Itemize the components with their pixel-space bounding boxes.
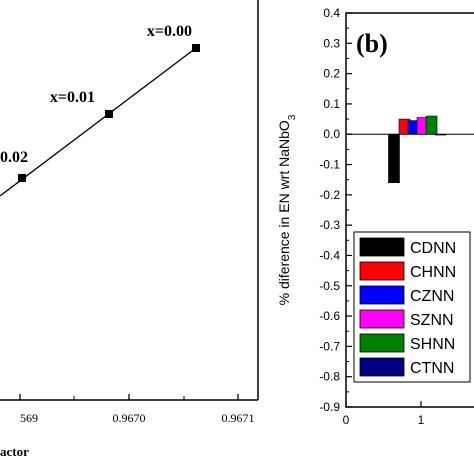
left-point-label: x=0.01 (50, 89, 95, 106)
right-y-tick-label: 0.3 (323, 36, 340, 50)
legend-label-ctnn: CTNN (410, 360, 454, 377)
legend-swatch-ctnn (359, 357, 405, 377)
legend-swatch-cdnn (359, 237, 405, 257)
legend-swatch-shnn (359, 333, 405, 353)
left-panel: 569 0.9670 0.9671 0.02 x=0.01 x=0.00 actor (0, 0, 259, 459)
right-y-tick-label: -0.4 (319, 248, 340, 262)
left-data-point (192, 44, 200, 52)
bar-ctnn (434, 133, 447, 136)
right-y-axis-label-sub: 3 (287, 114, 298, 120)
bar-shnn (425, 115, 438, 135)
legend-swatch-sznn (359, 309, 405, 329)
right-y-tick-label: -0.7 (319, 339, 340, 353)
left-point-label: 0.02 (0, 149, 28, 166)
right-y-tick-label: -0.3 (319, 218, 340, 232)
legend-box (353, 231, 471, 383)
legend: CDNN CHNN CZNN SZNN SHNN CTNN (353, 231, 471, 383)
right-y-tick-label: -0.1 (319, 158, 340, 172)
right-y-tick-label: 0.4 (323, 6, 340, 20)
right-y-tick-label: -0.5 (319, 279, 340, 293)
right-x-tick-label: 1 (418, 413, 425, 427)
left-series-line (0, 47, 197, 197)
left-x-axis-label: actor (0, 444, 29, 459)
left-x-tick-label: 0.9671 (222, 411, 255, 425)
left-point-label: x=0.00 (147, 23, 192, 40)
right-panel: 0.4 0.3 0.2 0.1 0.0 -0.1 -0.2 -0.3 -0.4 -0.5 -0.6 -… (276, 6, 474, 427)
right-x-tick-label: 0 (343, 413, 350, 427)
right-y-axis-label-main: % diference in EN wrt NaNbO (276, 120, 292, 305)
bar-cdnn (388, 133, 400, 184)
right-y-tick-label: -0.9 (319, 400, 340, 414)
left-data-point (105, 110, 113, 118)
right-y-tick-label: -0.8 (319, 370, 340, 384)
right-y-tick-label: 0.2 (323, 67, 340, 81)
left-x-tick-label: 569 (20, 411, 38, 425)
legend-label-chnn: CHNN (410, 264, 456, 281)
legend-label-sznn: SZNN (410, 312, 454, 329)
right-y-tick-label: 0.1 (323, 97, 340, 111)
right-y-tick-label: 0.0 (323, 127, 340, 141)
legend-label-cznn: CZNN (410, 288, 454, 305)
right-y-tick-label: -0.2 (319, 188, 340, 202)
legend-label-cdnn: CDNN (410, 240, 456, 257)
left-x-tick-label: 0.9670 (113, 411, 146, 425)
right-y-axis-label: % diference in EN wrt NaNbO3 (276, 114, 298, 305)
legend-label-shnn: SHNN (410, 336, 455, 353)
legend-swatch-chnn (359, 261, 405, 281)
panel-label-b: (b) (356, 29, 388, 58)
legend-swatch-cznn (359, 285, 405, 305)
right-y-tick-label: -0.6 (319, 309, 340, 323)
left-data-point (18, 174, 26, 182)
